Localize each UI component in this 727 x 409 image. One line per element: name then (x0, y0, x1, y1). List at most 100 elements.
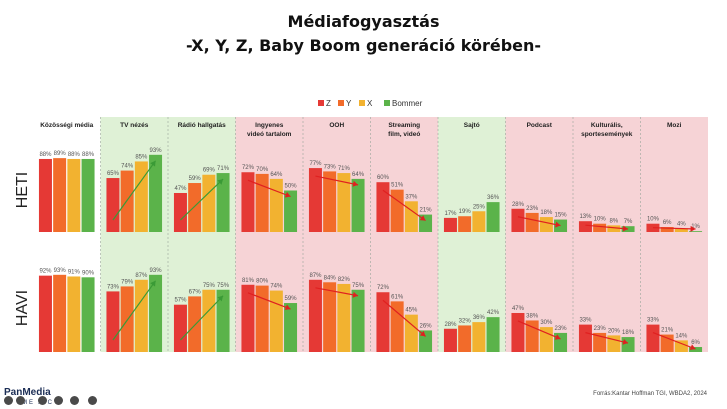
data-label: 89% (54, 151, 67, 157)
legend-swatch-z (318, 100, 324, 106)
data-label: 25% (473, 204, 486, 210)
bar-havi-x (134, 279, 148, 352)
data-label: 47% (512, 306, 525, 312)
trend-line-down (382, 299, 426, 337)
bar-heti-bommer (486, 202, 500, 232)
data-label: 10% (647, 217, 660, 223)
row-label-havi: HAVI (14, 290, 31, 326)
bar-heti-y (53, 158, 67, 232)
data-label: 93% (54, 268, 67, 274)
bar-havi-bommer (216, 289, 230, 352)
trend-line-down (382, 189, 426, 222)
bar-havi-bommer (486, 317, 500, 352)
bar-havi-bommer (419, 330, 433, 352)
bar-havi-z (38, 275, 52, 352)
pen-icon[interactable] (38, 396, 47, 405)
bar-havi-y (120, 286, 134, 352)
panel-title: Ingyenes (255, 122, 284, 129)
bar-havi-z (241, 284, 255, 352)
grid-view-icon[interactable] (54, 396, 63, 405)
trend-arrowhead-down (352, 291, 359, 298)
data-label: 59% (189, 176, 202, 182)
trend-line-up (112, 280, 157, 341)
legend-label-bommer: Bommer (392, 99, 423, 108)
data-label: 23% (594, 326, 607, 332)
bar-heti-x (337, 173, 351, 232)
bar-heti-bommer (689, 231, 703, 232)
bar-havi-z (376, 292, 390, 352)
bar-heti-x (539, 217, 553, 232)
data-label: 67% (189, 289, 202, 295)
bar-havi-bommer (284, 303, 298, 352)
legend-swatch-x (359, 100, 365, 106)
trend-arrowhead-down (690, 225, 696, 232)
panel-title: sportesemények (581, 131, 633, 138)
more-icon[interactable] (88, 396, 97, 405)
bar-havi-x (539, 327, 553, 352)
next-slide-icon[interactable] (16, 396, 25, 405)
bar-heti-bommer (621, 226, 635, 232)
data-label: 64% (352, 172, 365, 178)
panel-title: Mozi (667, 122, 682, 129)
data-label: 17% (444, 211, 457, 217)
trend-line-up (180, 295, 224, 341)
panel-title: Sajtó (464, 122, 480, 129)
bar-heti-y (458, 216, 472, 232)
trend-arrowhead-down (622, 225, 629, 232)
trend-line-down (247, 179, 291, 198)
data-label: 7% (624, 219, 633, 225)
data-label: 75% (352, 283, 365, 289)
data-label: 20% (608, 328, 621, 334)
bar-heti-z (173, 192, 187, 232)
bar-havi-bommer (689, 347, 703, 352)
data-label: 81% (242, 278, 255, 284)
data-label: 33% (647, 318, 660, 324)
data-label: 6% (691, 340, 700, 346)
data-label: 87% (135, 273, 148, 279)
data-label: 36% (473, 315, 486, 321)
data-label: 1% (691, 224, 700, 230)
data-label: 64% (270, 172, 283, 178)
trend-line-down (517, 216, 561, 227)
data-label: 77% (309, 161, 322, 167)
source-note: Forrás:Kantar Hoffman TGI, WBDA2, 2024 (593, 391, 707, 397)
logo: PanMedia (4, 387, 51, 398)
trend-line-down (315, 175, 359, 186)
bar-heti-z (443, 217, 457, 232)
trend-arrowhead-down (352, 180, 359, 187)
data-label: 50% (285, 184, 298, 190)
data-label: 93% (150, 148, 163, 154)
bar-havi-bommer (149, 274, 163, 352)
prev-slide-icon[interactable] (4, 396, 13, 405)
panel-title: OOH (329, 122, 344, 129)
trend-arrowhead-up (217, 295, 224, 302)
data-label: 88% (39, 152, 52, 158)
camera-icon[interactable] (70, 396, 79, 405)
bar-havi-z (578, 324, 592, 352)
data-label: 36% (487, 195, 500, 201)
data-label: 75% (217, 283, 230, 289)
bar-havi-z (511, 312, 525, 352)
bar-havi-y (593, 332, 607, 352)
data-label: 74% (270, 284, 283, 290)
data-label: 75% (203, 283, 216, 289)
trend-arrowhead-down (284, 191, 291, 198)
data-label: 21% (420, 208, 433, 214)
bar-heti-z (308, 168, 322, 232)
data-label: 23% (555, 326, 568, 332)
data-label: 13% (579, 214, 592, 220)
data-label: 70% (256, 167, 269, 173)
data-label: 26% (420, 323, 433, 329)
data-label: 33% (579, 318, 592, 324)
data-label: 18% (540, 210, 553, 216)
trend-line-down (247, 292, 291, 310)
trend-arrowhead-down (419, 330, 426, 337)
data-label: 80% (256, 279, 269, 285)
trend-line-down (517, 320, 561, 340)
data-label: 14% (675, 333, 688, 339)
bar-havi-y (188, 296, 202, 352)
bar-heti-z (241, 172, 255, 232)
data-label: 6% (663, 220, 672, 226)
bar-havi-bommer (554, 332, 568, 352)
data-label: 88% (82, 152, 95, 158)
